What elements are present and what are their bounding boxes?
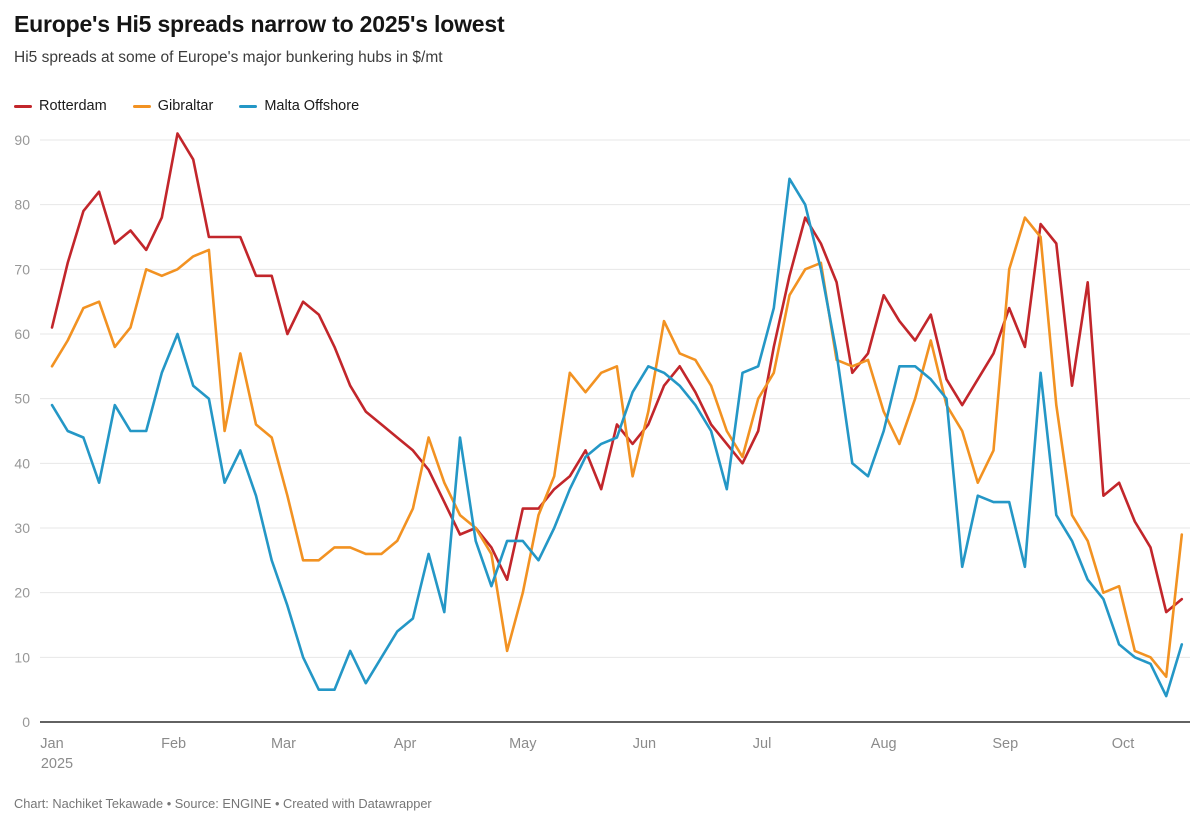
- svg-text:50: 50: [14, 391, 30, 407]
- svg-text:10: 10: [14, 649, 30, 665]
- rotterdam-line-swatch-icon: [14, 104, 32, 108]
- legend-label-malta-offshore: Malta Offshore: [264, 98, 360, 114]
- svg-text:30: 30: [14, 520, 30, 536]
- chart-credit: Chart: Nachiket Tekawade • Source: ENGIN…: [14, 796, 432, 811]
- svg-text:90: 90: [14, 132, 30, 148]
- chart-header: Europe's Hi5 spreads narrow to 2025's lo…: [14, 10, 1186, 67]
- gibraltar-line-swatch-icon: [132, 104, 151, 108]
- svg-text:40: 40: [14, 455, 30, 471]
- svg-text:May: May: [509, 736, 537, 752]
- legend-label-gibraltar: Gibraltar: [157, 98, 214, 114]
- svg-text:20: 20: [14, 585, 30, 601]
- svg-text:Apr: Apr: [394, 736, 417, 752]
- legend-item-malta-offshore: Malta Offshore: [239, 98, 359, 114]
- svg-text:Oct: Oct: [1112, 736, 1135, 752]
- svg-text:Jan: Jan: [40, 736, 63, 752]
- svg-text:80: 80: [14, 197, 30, 213]
- page-subtitle: Hi5 spreads at some of Europe's major bu…: [14, 48, 443, 66]
- legend-label-rotterdam: Rotterdam: [39, 98, 107, 114]
- svg-text:Feb: Feb: [161, 736, 186, 752]
- legend: Rotterdam Gibraltar Malta Offshore: [14, 98, 359, 114]
- svg-text:0: 0: [22, 714, 30, 730]
- svg-text:Mar: Mar: [271, 736, 296, 752]
- svg-text:Aug: Aug: [871, 736, 897, 752]
- svg-text:70: 70: [14, 261, 30, 277]
- svg-text:Jul: Jul: [753, 736, 772, 752]
- svg-text:2025: 2025: [41, 756, 73, 772]
- legend-item-rotterdam: Rotterdam: [14, 98, 107, 114]
- legend-item-gibraltar: Gibraltar: [132, 98, 214, 114]
- svg-text:Sep: Sep: [992, 736, 1018, 752]
- page-title: Europe's Hi5 spreads narrow to 2025's lo…: [14, 11, 505, 37]
- malta-offshore-line-swatch-icon: [239, 104, 258, 108]
- svg-text:Jun: Jun: [633, 736, 656, 752]
- svg-text:60: 60: [14, 326, 30, 342]
